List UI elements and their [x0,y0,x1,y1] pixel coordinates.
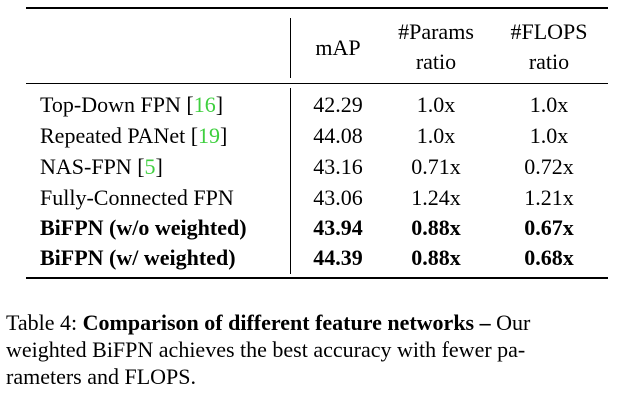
table-row-method: BiFPN (w/o weighted) [40,215,247,240]
table-row-params: 1.0x [416,123,456,148]
table-row-params: 1.24x [411,185,461,210]
table-row-method: Fully-Connected FPN [40,185,234,210]
caption-bold-text: Comparison of different feature networks… [82,310,491,335]
header-flops-line2: ratio [528,49,570,74]
citation-link[interactable]: 5 [144,154,156,179]
table-row-method: Repeated PANet [19] [40,123,228,148]
table-row-params: 0.88x [411,245,461,270]
header-map: mAP [315,35,361,60]
table-row-flops: 1.0x [529,123,569,148]
citation-link[interactable]: 19 [198,123,221,148]
header-params-line1: #Params [398,19,474,44]
caption-line1-tail: Our [496,310,531,335]
citation-link[interactable]: 16 [193,92,216,117]
table-row-map: 43.16 [313,154,363,179]
table-column-separator [290,18,291,78]
caption-line-3: rameters and FLOPS. [6,364,197,389]
table-row-map: 44.39 [313,245,363,270]
caption-line-1: Table 4: Comparison of different feature… [6,309,632,336]
table-row-flops: 0.72x [524,154,574,179]
header-flops-line1: #FLOPS [510,19,588,44]
caption-line-2: weighted BiFPN achieves the best accurac… [6,337,526,362]
table-row-map: 42.29 [313,92,363,117]
table-mid-rule [26,83,608,84]
table-row-flops: 1.21x [524,185,574,210]
table-row-flops: 1.0x [529,92,569,117]
table-top-rule [26,7,608,9]
table-row-method: Top-Down FPN [16] [40,92,224,117]
table-row-method: BiFPN (w/ weighted) [40,245,236,270]
table-row-params: 1.0x [416,92,456,117]
table-row-flops: 0.67x [524,215,574,240]
table-row-map: 43.94 [313,215,363,240]
table-row-flops: 0.68x [524,245,574,270]
table-column-separator-body [290,88,291,274]
table-row-params: 0.88x [411,215,461,240]
table-row-map: 43.06 [313,185,363,210]
table-bottom-rule [26,277,608,279]
table-row-method: NAS-FPN [5] [40,154,163,179]
table-row-params: 0.71x [411,154,461,179]
header-params-line2: ratio [415,49,457,74]
table-caption: Table 4: Comparison of different feature… [6,309,632,390]
caption-label: Table 4: [6,310,78,335]
table-row-map: 44.08 [313,123,363,148]
